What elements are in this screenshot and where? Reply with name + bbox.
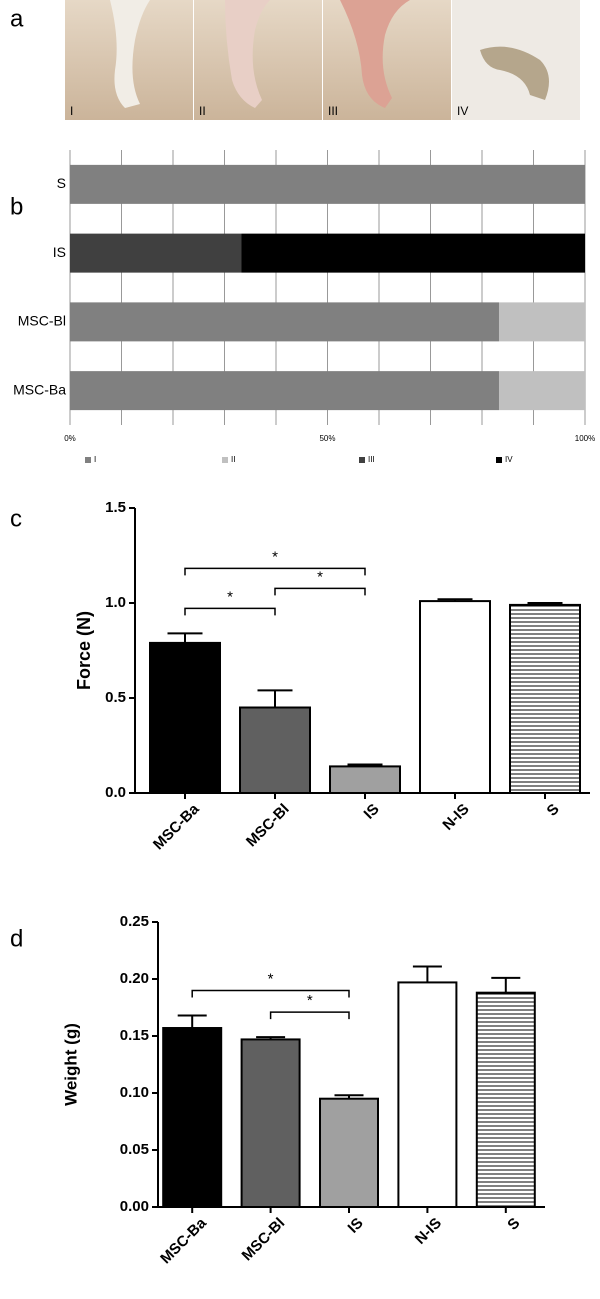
y-tick-label: 0.0 — [105, 784, 126, 801]
panel-label: d — [10, 925, 23, 952]
significance-label: * — [272, 548, 278, 565]
significance-bracket — [274, 587, 366, 596]
panel-label: b — [10, 193, 23, 220]
y-tick-label: 1.0 — [105, 594, 126, 611]
legend-label: IV — [505, 455, 513, 464]
x-tick-label: S — [504, 1215, 523, 1234]
significance-label: * — [268, 970, 274, 987]
y-axis-label: Force (N) — [74, 611, 94, 690]
photo-limb — [340, 0, 410, 108]
bar — [329, 765, 401, 795]
significance-bracket — [269, 1011, 350, 1020]
photo-limb — [110, 0, 150, 108]
bar-segment — [498, 371, 585, 411]
legend-label: I — [94, 455, 96, 464]
bar-segment — [70, 164, 585, 204]
y-tick-label: 0.15 — [120, 1027, 149, 1044]
panel-label: a — [10, 5, 24, 32]
bar — [397, 981, 458, 1208]
y-tick-label: 0.05 — [120, 1141, 149, 1158]
bar — [475, 991, 536, 1208]
bar — [162, 1027, 223, 1209]
bar — [149, 641, 221, 795]
significance-label: * — [227, 588, 233, 605]
x-tick-label: IS — [345, 1215, 367, 1237]
bar — [509, 603, 581, 795]
y-tick-label: 0.10 — [120, 1084, 149, 1101]
x-tick-label: S — [544, 801, 563, 820]
y-tick-label: MSC-Bl — [18, 313, 66, 329]
legend-swatch — [222, 457, 228, 463]
legend-swatch — [85, 457, 91, 463]
bar — [419, 600, 491, 794]
legend-label: III — [368, 455, 375, 464]
significance-bracket — [191, 989, 350, 998]
bar — [240, 1038, 301, 1209]
photo-limb — [480, 46, 549, 100]
x-tick-label: MSC-Bl — [243, 801, 293, 851]
panel-label: c — [10, 505, 22, 532]
photo-caption: IV — [457, 104, 468, 118]
x-tick-label: 50% — [319, 434, 335, 443]
x-tick-label: MSC-Ba — [150, 800, 203, 853]
y-tick-label: 0.25 — [120, 913, 149, 930]
y-tick-label: S — [57, 175, 66, 191]
x-tick-label: 100% — [575, 434, 595, 443]
y-tick-label: 0.00 — [120, 1198, 149, 1215]
x-tick-label: N-IS — [412, 1215, 445, 1248]
significance-label: * — [307, 992, 313, 1009]
y-tick-label: 0.20 — [120, 970, 149, 987]
x-tick-label: MSC-Ba — [157, 1214, 210, 1267]
legend-swatch — [359, 457, 365, 463]
photo-limb — [225, 0, 270, 108]
y-axis-label: Weight (g) — [61, 1023, 80, 1106]
bar-segment — [70, 371, 499, 411]
legend-swatch — [496, 457, 502, 463]
x-tick-label: IS — [361, 801, 383, 823]
significance-label: * — [317, 568, 323, 585]
bar — [239, 706, 311, 794]
significance-bracket — [184, 567, 366, 576]
photo-caption: I — [70, 104, 73, 118]
x-tick-label: N-IS — [439, 801, 472, 834]
photo-strip — [65, 0, 580, 120]
y-tick-label: 0.5 — [105, 689, 126, 706]
bar-segment — [70, 233, 242, 273]
photo-caption: II — [199, 104, 206, 118]
photo-caption: III — [328, 104, 338, 118]
y-tick-label: 1.5 — [105, 499, 126, 516]
bar-segment — [70, 302, 499, 342]
bar-segment — [498, 302, 585, 342]
y-tick-label: MSC-Ba — [13, 381, 66, 397]
legend-label: II — [231, 455, 235, 464]
y-tick-label: IS — [53, 244, 66, 260]
significance-bracket — [184, 607, 276, 616]
x-tick-label: MSC-Bl — [239, 1215, 289, 1265]
bar — [319, 1097, 379, 1208]
x-tick-label: 0% — [64, 434, 76, 443]
bar-segment — [241, 233, 585, 273]
